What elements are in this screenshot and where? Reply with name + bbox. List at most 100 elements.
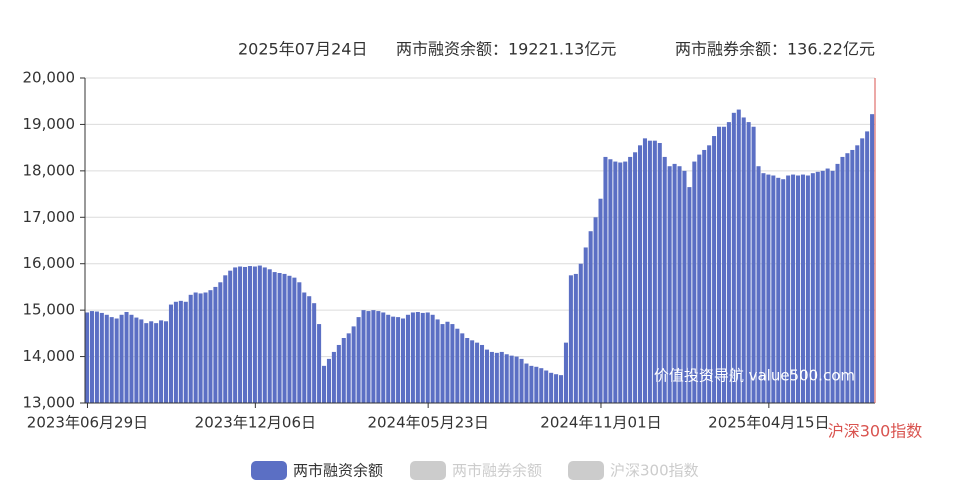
bar <box>672 163 677 403</box>
bar <box>119 314 124 403</box>
bar <box>317 324 322 403</box>
bar <box>198 293 203 403</box>
bar <box>336 344 341 403</box>
y-tick-label: 17,000 <box>23 208 76 226</box>
bar <box>430 314 435 403</box>
bar <box>302 292 307 403</box>
bar <box>776 177 781 403</box>
bar <box>717 126 722 403</box>
bar <box>218 282 223 403</box>
bar <box>228 270 233 403</box>
bar <box>287 275 292 403</box>
bar <box>243 266 248 403</box>
bar <box>173 301 178 403</box>
header-securities: 两市融券余额：136.22亿元 <box>675 40 875 59</box>
watermark: 价值投资导航 value500.com <box>654 367 855 385</box>
bar <box>697 154 702 403</box>
bar <box>149 321 154 403</box>
bar <box>257 265 262 403</box>
bar <box>642 138 647 403</box>
bar <box>820 170 825 403</box>
bar <box>588 231 593 403</box>
bar <box>356 317 361 403</box>
bar <box>647 140 652 403</box>
bar <box>89 311 94 403</box>
bar <box>682 170 687 403</box>
bar <box>805 175 810 403</box>
y-tick-label: 16,000 <box>23 254 76 272</box>
bar <box>371 310 376 403</box>
bar <box>435 319 440 403</box>
bar <box>129 314 134 403</box>
bar <box>455 328 460 403</box>
bar <box>267 269 272 403</box>
bar <box>460 333 465 403</box>
bar <box>178 300 183 403</box>
bar <box>499 351 504 403</box>
bar <box>480 344 485 403</box>
bar <box>613 161 618 403</box>
bar <box>475 342 480 403</box>
bar <box>489 351 494 403</box>
bar <box>731 112 736 404</box>
bar <box>401 318 406 403</box>
bar <box>297 282 302 403</box>
y-tick-label: 14,000 <box>23 347 76 365</box>
bar <box>504 354 509 403</box>
bar <box>623 161 628 403</box>
y-tick-label: 19,000 <box>23 115 76 133</box>
bar <box>692 161 697 403</box>
bar <box>860 138 865 403</box>
bar <box>361 310 366 403</box>
bar <box>756 166 761 403</box>
x-tick-label: 2024年11月01日 <box>540 414 661 432</box>
bar <box>208 290 213 403</box>
bar <box>282 273 287 403</box>
bar <box>746 122 751 403</box>
bar <box>238 266 243 403</box>
bar <box>608 159 613 403</box>
bar <box>139 319 144 403</box>
bar <box>815 171 820 403</box>
bar <box>376 311 381 403</box>
bar <box>835 163 840 403</box>
bar <box>529 365 534 403</box>
bar <box>524 363 529 403</box>
bar <box>865 131 870 403</box>
legend-label: 两市融券余额 <box>452 462 542 480</box>
bar <box>99 312 104 403</box>
bar <box>519 358 524 403</box>
bar <box>850 149 855 403</box>
bar <box>736 109 741 404</box>
y2-axis-label: 沪深300指数 <box>828 422 923 441</box>
bar <box>514 356 519 403</box>
bar <box>825 168 830 403</box>
bar <box>766 174 771 403</box>
bar <box>796 175 801 403</box>
bar <box>277 273 282 403</box>
bar <box>164 321 169 403</box>
bar <box>292 277 297 403</box>
legend-swatch <box>251 461 287 480</box>
bar <box>307 296 312 403</box>
bar <box>144 323 149 403</box>
bar <box>405 314 410 403</box>
bar <box>252 266 257 403</box>
bar <box>667 166 672 403</box>
bar <box>598 198 603 403</box>
bar <box>603 156 608 403</box>
bar <box>702 149 707 403</box>
legend-label: 沪深300指数 <box>610 462 699 480</box>
bar <box>544 370 549 403</box>
bar <box>351 326 356 403</box>
bar <box>573 273 578 403</box>
bar <box>810 173 815 403</box>
bar <box>326 358 331 403</box>
bar <box>771 175 776 403</box>
x-tick-label: 2025年04月15日 <box>708 414 829 432</box>
bar <box>415 312 420 403</box>
bar <box>707 145 712 404</box>
bar <box>845 153 850 403</box>
bar <box>855 145 860 404</box>
